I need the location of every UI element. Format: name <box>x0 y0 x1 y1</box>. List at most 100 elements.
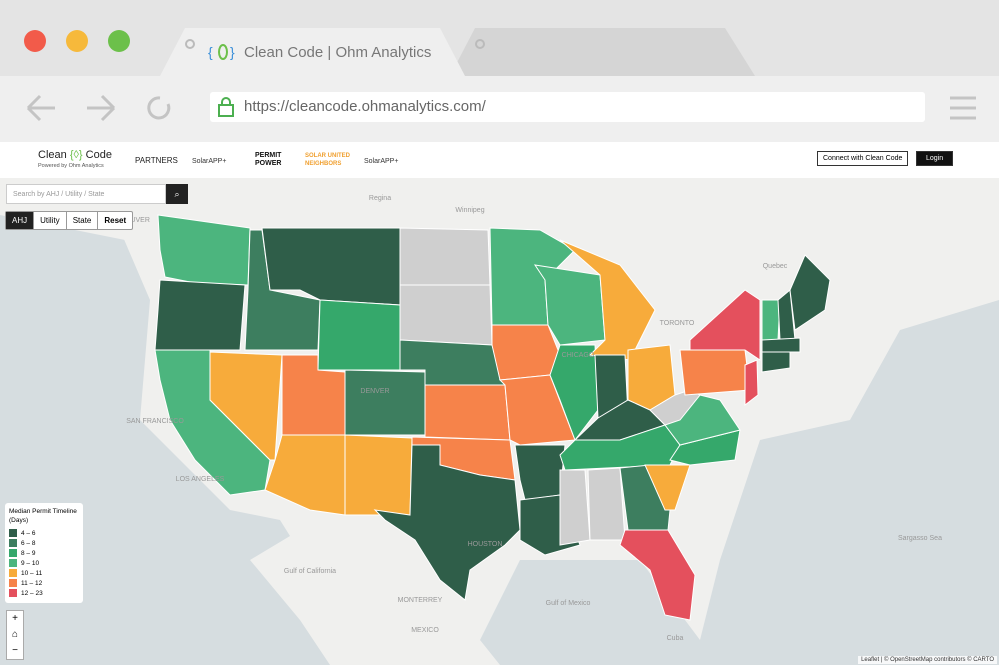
map-label: TORONTO <box>660 320 695 327</box>
tab-icon <box>218 44 228 60</box>
legend-label: 6 – 8 <box>21 539 36 547</box>
map-label: Gulf of Mexico <box>546 600 591 607</box>
map-label: Gulf of California <box>284 568 336 575</box>
state[interactable] <box>587 467 626 541</box>
map-label: CHICAGO <box>562 352 595 359</box>
state[interactable] <box>514 444 566 501</box>
inactive-tab[interactable] <box>450 28 755 76</box>
partner[interactable]: SolarAPP+ <box>364 158 399 165</box>
login-button[interactable]: Login <box>916 151 954 166</box>
address-bar[interactable]: https://cleancode.ohmanalytics.com/ <box>210 92 925 122</box>
legend-item: 6 – 8 <box>9 538 79 548</box>
state[interactable] <box>761 351 791 373</box>
state[interactable] <box>424 384 511 441</box>
tab-close[interactable] <box>475 39 485 49</box>
state[interactable] <box>689 289 761 361</box>
active-tab[interactable] <box>160 28 465 76</box>
back[interactable] <box>26 94 55 122</box>
state[interactable] <box>154 279 246 351</box>
map-label: Winnipeg <box>455 207 484 214</box>
toggle-group: AHJ Utility State Reset <box>5 211 134 230</box>
map-label: HOUSTON <box>468 541 503 548</box>
tagline: Powered by Ohm Analytics <box>38 163 104 169</box>
close-dot[interactable] <box>24 30 46 52</box>
state[interactable] <box>373 444 521 601</box>
map-label: LOS ANGELES <box>176 476 225 483</box>
state[interactable] <box>649 389 701 426</box>
state[interactable] <box>344 434 413 516</box>
partner[interactable]: SolarAPP+ <box>192 158 227 165</box>
legend: Median Permit Timeline (Days) 4 – 6 6 – 8… <box>5 503 83 603</box>
state[interactable] <box>669 429 741 466</box>
legend-label: 12 – 23 <box>21 589 43 597</box>
legend-swatch <box>9 589 17 597</box>
state[interactable] <box>644 464 691 511</box>
state[interactable] <box>399 227 491 286</box>
partners-label: PARTNERS <box>135 156 178 165</box>
map-label: MONTERREY <box>398 597 443 604</box>
legend-swatch <box>9 569 17 577</box>
legend-item: 12 – 23 <box>9 588 79 598</box>
state[interactable] <box>789 254 831 331</box>
forward[interactable] <box>87 94 116 122</box>
zoom-out[interactable]: − <box>12 645 18 656</box>
tab-icon: } <box>230 44 235 60</box>
legend-swatch <box>9 549 17 557</box>
state[interactable] <box>491 324 561 381</box>
state[interactable] <box>344 369 426 436</box>
legend-label: 4 – 6 <box>21 529 36 537</box>
legend-label: 8 – 9 <box>21 549 36 557</box>
toggle[interactable]: AHJ <box>6 212 35 229</box>
maximize-dot[interactable] <box>108 30 130 52</box>
legend-item: 9 – 10 <box>9 558 79 568</box>
states <box>154 214 831 621</box>
state[interactable] <box>761 337 801 353</box>
legend-item: 4 – 6 <box>9 528 79 538</box>
state[interactable] <box>744 359 759 407</box>
legend-item: 11 – 12 <box>9 578 79 588</box>
nav-icons <box>26 94 976 122</box>
map-label: Cuba <box>667 635 684 642</box>
menu[interactable] <box>950 96 976 120</box>
logo-right: Code <box>85 149 112 161</box>
legend-label: 11 – 12 <box>21 579 43 587</box>
legend-title: Median Permit Timeline (Days) <box>9 508 77 524</box>
legend-item: 8 – 9 <box>9 548 79 558</box>
site-header: Clean {◊} Code Powered by Ohm Analytics … <box>0 142 999 178</box>
map-label: DENVER <box>360 388 389 395</box>
connect-button[interactable]: Connect with Clean Code <box>817 151 909 166</box>
attribution: Leaflet | © OpenStreetMap contributors ©… <box>858 656 997 664</box>
minimize-dot[interactable] <box>66 30 88 52</box>
state[interactable] <box>559 469 591 546</box>
zoom-control: + ⌂ − <box>6 610 24 660</box>
home[interactable]: ⌂ <box>11 629 19 640</box>
state[interactable] <box>619 529 696 621</box>
legend-swatch <box>9 579 17 587</box>
tab-close[interactable] <box>185 39 195 49</box>
lock-icon <box>218 97 234 117</box>
partner[interactable]: PERMIT POWER <box>255 152 282 167</box>
state[interactable] <box>399 284 493 346</box>
search-input[interactable]: Search by AHJ / Utility / State <box>6 184 166 204</box>
map: VANCOUVER Regina Winnipeg Quebec TORONTO… <box>0 178 999 665</box>
toggle[interactable]: State <box>67 212 99 229</box>
legend-swatch <box>9 539 17 547</box>
search-button[interactable]: ⌕ <box>166 184 188 204</box>
state[interactable] <box>317 299 401 371</box>
zoom-in[interactable]: + <box>12 613 18 624</box>
state[interactable] <box>209 351 283 461</box>
logo-left: Clean <box>38 149 67 161</box>
map-label: SAN FRANCISCO <box>126 418 184 425</box>
map-label: Quebec <box>763 263 788 270</box>
map-label: MEXICO <box>411 627 439 634</box>
toggle[interactable]: Utility <box>34 212 67 229</box>
legend-swatch <box>9 529 17 537</box>
legend-swatch <box>9 559 17 567</box>
reload[interactable] <box>147 96 171 120</box>
state[interactable] <box>761 299 781 341</box>
state[interactable] <box>679 349 751 396</box>
toggle[interactable]: Reset <box>104 216 127 225</box>
partner[interactable]: SOLAR UNITED NEIGHBORS <box>305 153 350 167</box>
legend-label: 9 – 10 <box>21 559 40 567</box>
